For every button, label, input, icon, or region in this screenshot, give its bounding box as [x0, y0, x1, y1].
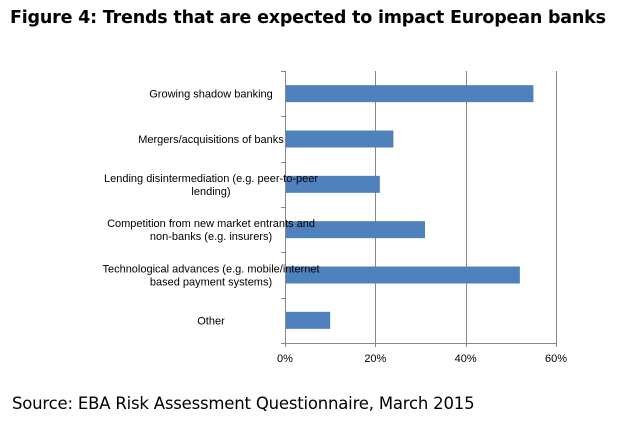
bar-6 [286, 311, 331, 329]
bar-3 [286, 175, 380, 193]
x-tick-label: 40% [455, 353, 477, 365]
category-label: Lending disintermediation (e.g. peer-to-… [104, 173, 318, 185]
category-label: Mergers/acquisitions of banks [138, 134, 284, 146]
x-tick-label: 0% [277, 353, 293, 365]
category-label: Other [197, 315, 225, 327]
bar-5 [286, 266, 520, 284]
source-note: Source: EBA Risk Assessment Questionnair… [12, 394, 475, 413]
category-label: lending) [191, 186, 230, 198]
bar-4 [286, 221, 426, 239]
bar-2 [286, 130, 394, 148]
category-label: based payment systems) [150, 277, 272, 289]
figure-title: Figure 4: Trends that are expected to im… [10, 8, 606, 28]
category-label: Growing shadow banking [149, 89, 273, 101]
category-label: non-banks (e.g. insurers) [150, 231, 272, 243]
category-label: Technological advances (e.g. mobile/inte… [102, 264, 319, 276]
x-tick-label: 60% [545, 353, 567, 365]
x-tick-label: 20% [364, 353, 386, 365]
bar-1 [286, 85, 534, 103]
category-label: Competition from new market entrants and [107, 218, 315, 230]
bar-chart: 0% 20% 40% 60% Growing shadow banking Mergers… [102, 71, 567, 365]
